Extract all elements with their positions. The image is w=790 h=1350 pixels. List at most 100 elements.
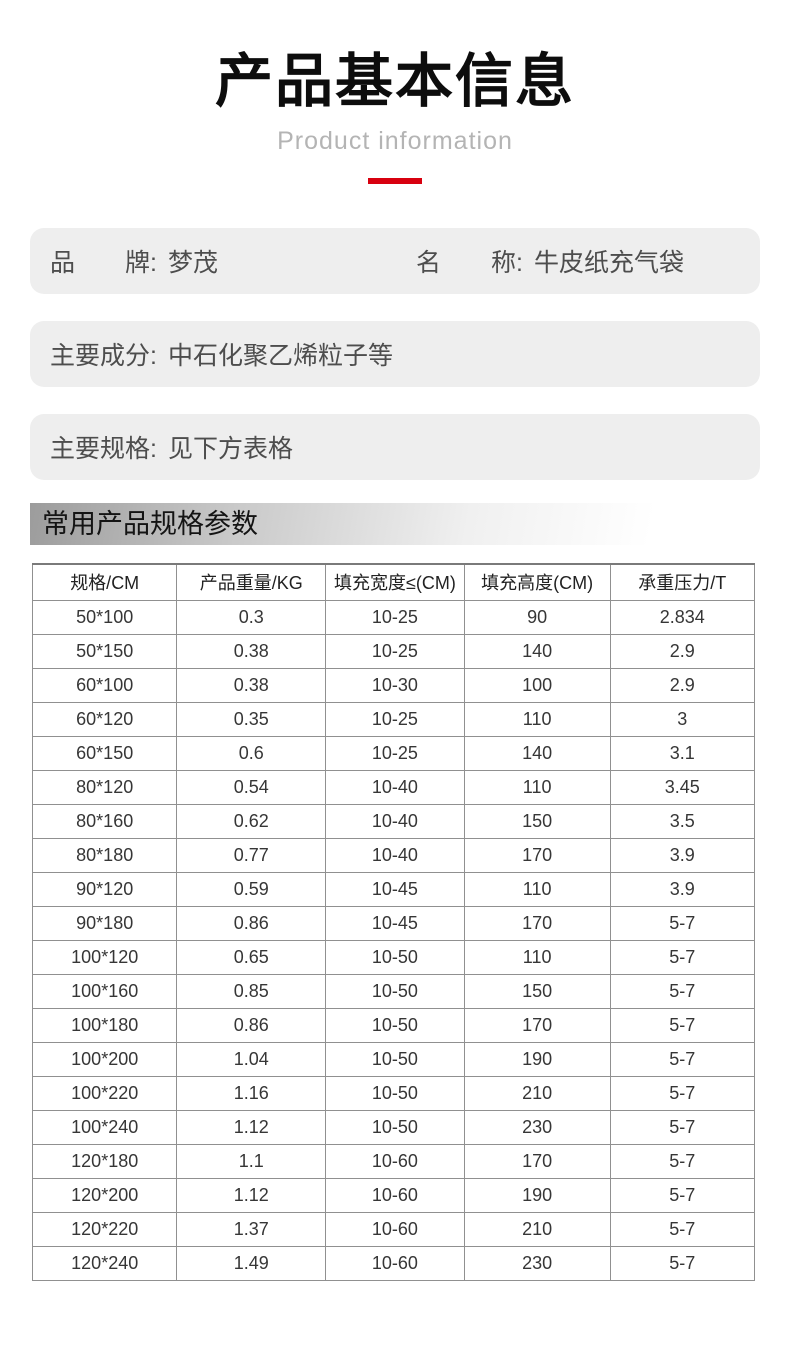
table-row: 90*180 0.86 10-45 170 5-7 [31, 905, 756, 941]
table-row: 100*220 1.16 10-50 210 5-7 [31, 1075, 756, 1111]
table-cell: 10-40 [325, 769, 465, 805]
table-cell: 110 [463, 939, 611, 975]
table-cell: 90*180 [31, 905, 178, 941]
table-cell: 10-25 [325, 735, 465, 771]
table-header-cell: 规格/CM [31, 563, 178, 601]
table-cell: 140 [463, 735, 611, 771]
table-cell: 10-45 [325, 905, 465, 941]
info-box-main-ingredient: 主要成分: 中石化聚乙烯粒子等 [30, 321, 760, 387]
main-ingredient-label: 主要成分 [50, 342, 151, 370]
table-cell: 5-7 [609, 973, 756, 1009]
spec-table-head: 规格/CM 产品重量/KG 填充宽度≤(CM) 填充高度(CM) 承重压力/T [31, 563, 756, 601]
table-cell: 10-25 [325, 633, 465, 669]
table-cell: 0.54 [176, 769, 327, 805]
table-cell: 10-50 [325, 1075, 465, 1111]
table-row: 100*200 1.04 10-50 190 5-7 [31, 1041, 756, 1077]
table-cell: 210 [463, 1211, 611, 1247]
table-cell: 10-50 [325, 1041, 465, 1077]
table-cell: 150 [463, 803, 611, 839]
table-cell: 100*200 [31, 1041, 178, 1077]
table-cell: 10-60 [325, 1245, 465, 1281]
table-cell: 120*180 [31, 1143, 178, 1179]
table-cell: 2.9 [609, 633, 756, 669]
table-cell: 170 [463, 1007, 611, 1043]
table-cell: 0.65 [176, 939, 327, 975]
table-cell: 10-25 [325, 599, 465, 635]
table-cell: 1.49 [176, 1245, 327, 1281]
table-cell: 3.45 [609, 769, 756, 805]
page-title: 产品基本信息 [214, 49, 575, 114]
table-row: 80*180 0.77 10-40 170 3.9 [31, 837, 756, 873]
table-cell: 0.38 [176, 667, 327, 703]
table-cell: 5-7 [609, 1211, 756, 1247]
table-cell: 10-40 [325, 803, 465, 839]
table-cell: 1.16 [176, 1075, 327, 1111]
table-cell: 170 [463, 905, 611, 941]
table-row: 120*180 1.1 10-60 170 5-7 [31, 1143, 756, 1179]
table-cell: 100*120 [31, 939, 178, 975]
table-cell: 3.9 [609, 871, 756, 907]
table-cell: 60*100 [31, 667, 178, 703]
table-cell: 10-60 [325, 1143, 465, 1179]
table-cell: 50*150 [31, 633, 178, 669]
table-cell: 2.834 [609, 599, 756, 635]
table-cell: 210 [463, 1075, 611, 1111]
table-cell: 110 [463, 701, 611, 737]
table-row: 120*220 1.37 10-60 210 5-7 [31, 1211, 756, 1247]
brand-colon: : [150, 249, 157, 277]
table-cell: 90*120 [31, 871, 178, 907]
table-row: 120*200 1.12 10-60 190 5-7 [31, 1177, 756, 1213]
spec-section-banner: 常用产品规格参数 [30, 503, 760, 545]
product-name-label: 名称 [416, 249, 516, 277]
main-ingredient-colon: : [150, 342, 157, 370]
table-row: 60*120 0.35 10-25 110 3 [31, 701, 756, 737]
table-cell: 0.62 [176, 803, 327, 839]
table-cell: 10-45 [325, 871, 465, 907]
table-row: 80*120 0.54 10-40 110 3.45 [31, 769, 756, 805]
spec-table: 规格/CM 产品重量/KG 填充宽度≤(CM) 填充高度(CM) 承重压力/T 50*1… [31, 563, 756, 1281]
table-cell: 10-40 [325, 837, 465, 873]
basic-info-section: 品牌: 梦茂 名称: 牛皮纸充气袋 主要成分: 中石化聚乙烯粒子等 主要规格: 见下方表… [30, 228, 760, 480]
table-cell: 80*180 [31, 837, 178, 873]
table-cell: 1.12 [176, 1177, 327, 1213]
page-subtitle: Product information [277, 127, 513, 155]
table-cell: 0.35 [176, 701, 327, 737]
table-cell: 230 [463, 1109, 611, 1145]
spec-table-body: 50*100 0.3 10-25 90 2.834 50*150 0.38 10-25 140 2… [31, 599, 756, 1281]
table-cell: 170 [463, 1143, 611, 1179]
table-cell: 170 [463, 837, 611, 873]
page-header: 产品基本信息 Product information [0, 0, 790, 184]
table-cell: 100*220 [31, 1075, 178, 1111]
main-spec-field: 主要规格: 见下方表格 [50, 429, 293, 465]
info-box-main-spec: 主要规格: 见下方表格 [30, 414, 760, 480]
table-row: 100*180 0.86 10-50 170 5-7 [31, 1007, 756, 1043]
table-cell: 80*120 [31, 769, 178, 805]
table-cell: 0.77 [176, 837, 327, 873]
table-cell: 60*120 [31, 701, 178, 737]
table-row: 50*100 0.3 10-25 90 2.834 [31, 599, 756, 635]
table-cell: 1.1 [176, 1143, 327, 1179]
table-cell: 100*180 [31, 1007, 178, 1043]
table-cell: 5-7 [609, 1109, 756, 1145]
table-cell: 10-25 [325, 701, 465, 737]
table-cell: 5-7 [609, 1075, 756, 1111]
red-divider-bar [368, 178, 422, 184]
spec-table-header-row: 规格/CM 产品重量/KG 填充宽度≤(CM) 填充高度(CM) 承重压力/T [31, 563, 756, 601]
table-row: 100*120 0.65 10-50 110 5-7 [31, 939, 756, 975]
table-cell: 190 [463, 1177, 611, 1213]
table-cell: 0.3 [176, 599, 327, 635]
table-cell: 90 [463, 599, 611, 635]
main-ingredient-value: 中石化聚乙烯粒子等 [167, 342, 393, 370]
table-row: 60*100 0.38 10-30 100 2.9 [31, 667, 756, 703]
table-cell: 10-50 [325, 973, 465, 1009]
product-name-colon: : [516, 249, 523, 277]
table-header-cell: 承重压力/T [609, 563, 756, 601]
table-cell: 150 [463, 973, 611, 1009]
table-cell: 0.59 [176, 871, 327, 907]
table-cell: 80*160 [31, 803, 178, 839]
table-header-cell: 产品重量/KG [176, 563, 327, 601]
table-cell: 230 [463, 1245, 611, 1281]
table-cell: 100*240 [31, 1109, 178, 1145]
table-cell: 10-60 [325, 1211, 465, 1247]
table-cell: 3.1 [609, 735, 756, 771]
